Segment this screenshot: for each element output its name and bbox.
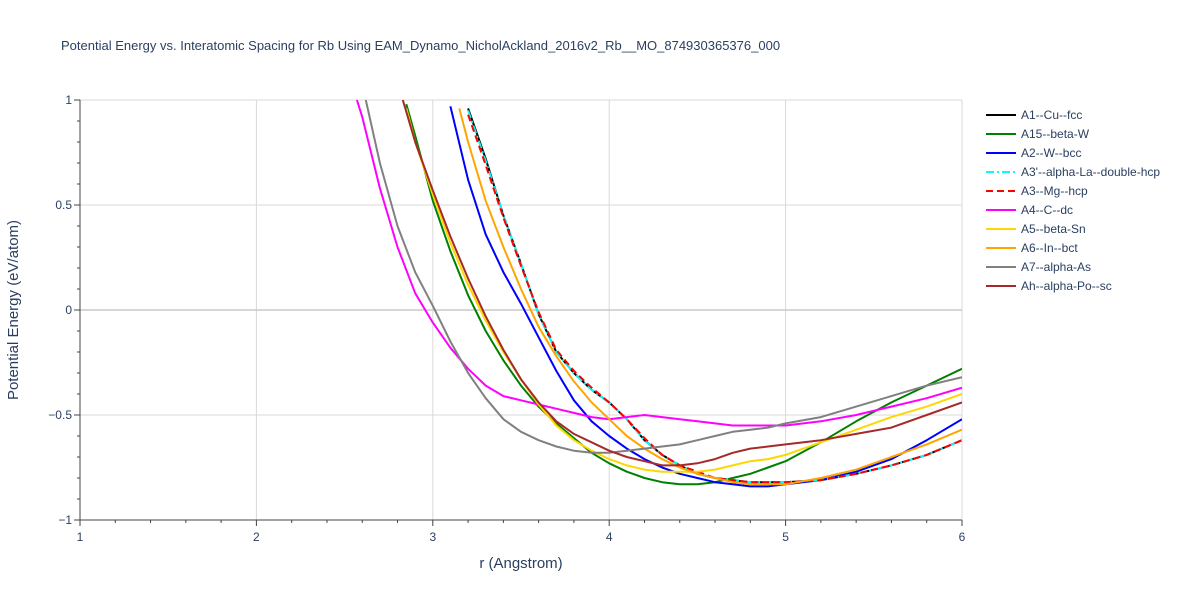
legend-label-a4-c-dc: A4--C--dc	[1021, 203, 1073, 217]
series-line-a7-alpha-as	[364, 100, 962, 454]
x-tick-label: 6	[959, 530, 966, 544]
series-line-a6-in-bct	[458, 108, 962, 486]
y-axis-title: Potential Energy (eV/atom)	[5, 220, 22, 400]
x-tick-label: 1	[77, 530, 84, 544]
series-line-ah-alpha-po-sc	[401, 100, 962, 467]
series-line-a3-alpha-la-double-hcp	[467, 110, 962, 484]
legend-label-a3-alpha-la-double-hcp: A3'--alpha-La--double-hcp	[1021, 165, 1160, 179]
series-line-a1-cu-fcc	[467, 108, 962, 484]
chart-title: Potential Energy vs. Interatomic Spacing…	[61, 38, 780, 53]
legend-label-a7-alpha-as: A7--alpha-As	[1021, 260, 1091, 274]
legend: A1--Cu--fcc A15--beta-W A2--W--bcc A3'--alp…	[986, 108, 1160, 293]
legend-label-a15-beta-w: A15--beta-W	[1021, 127, 1090, 141]
y-tick-label: −0.5	[48, 408, 72, 422]
y-tick-label: −1	[58, 513, 72, 527]
series-line-a5-beta-sn	[405, 108, 962, 473]
y-ticks: −1 −0.5 0 0.5 1	[48, 93, 80, 527]
legend-label-a6-in-bct: A6--In--bct	[1021, 241, 1078, 255]
plot-area	[355, 100, 962, 488]
x-tick-label: 3	[429, 530, 436, 544]
y-tick-label: 0	[65, 303, 72, 317]
x-tick-label: 5	[782, 530, 789, 544]
series-line-a3-mg-hcp	[467, 114, 962, 484]
x-tick-label: 4	[606, 530, 613, 544]
legend-label-ah-alpha-po-sc: Ah--alpha-Po--sc	[1021, 279, 1112, 293]
x-ticks: 1 2 3 4 5 6	[77, 520, 966, 544]
y-tick-label: 1	[65, 93, 72, 107]
y-tick-label: 0.5	[55, 198, 72, 212]
legend-label-a1-cu-fcc: A1--Cu--fcc	[1021, 108, 1082, 122]
series-line-a4-c-dc	[355, 100, 962, 427]
legend-label-a2-w-bcc: A2--W--bcc	[1021, 146, 1081, 160]
series-line-a15-beta-w	[405, 103, 962, 486]
legend-label-a3-mg-hcp: A3--Mg--hcp	[1021, 184, 1088, 198]
legend-label-a5-beta-sn: A5--beta-Sn	[1021, 222, 1086, 236]
x-tick-label: 2	[253, 530, 260, 544]
x-axis-title: r (Angstrom)	[479, 555, 562, 572]
